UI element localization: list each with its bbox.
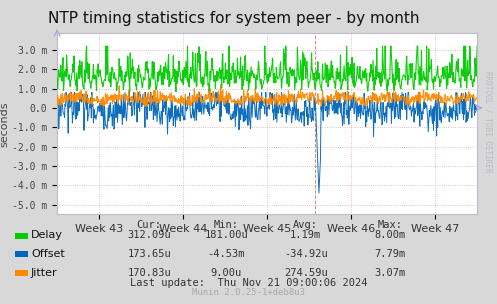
- Text: Delay: Delay: [31, 230, 63, 240]
- Text: 173.65u: 173.65u: [127, 249, 171, 259]
- Text: -34.92u: -34.92u: [284, 249, 328, 259]
- Text: Offset: Offset: [31, 249, 65, 259]
- Text: Jitter: Jitter: [31, 268, 58, 278]
- Text: 170.83u: 170.83u: [127, 268, 171, 278]
- Text: Last update:  Thu Nov 21 09:00:06 2024: Last update: Thu Nov 21 09:00:06 2024: [130, 278, 367, 288]
- Text: Cur:: Cur:: [137, 220, 162, 230]
- Text: 7.79m: 7.79m: [375, 249, 406, 259]
- Text: 3.07m: 3.07m: [375, 268, 406, 278]
- Text: Max:: Max:: [378, 220, 403, 230]
- Text: 312.09u: 312.09u: [127, 230, 171, 240]
- Text: Avg:: Avg:: [293, 220, 318, 230]
- Text: 8.00m: 8.00m: [375, 230, 406, 240]
- Text: 9.00u: 9.00u: [211, 268, 242, 278]
- Text: 274.59u: 274.59u: [284, 268, 328, 278]
- Text: 181.00u: 181.00u: [204, 230, 248, 240]
- Y-axis label: seconds: seconds: [0, 101, 9, 147]
- Text: RRDTOOL / TOBI OETIKER: RRDTOOL / TOBI OETIKER: [484, 71, 493, 172]
- Text: Min:: Min:: [214, 220, 239, 230]
- Text: Munin 2.0.25-1+deb8u3: Munin 2.0.25-1+deb8u3: [192, 288, 305, 297]
- Text: 1.19m: 1.19m: [290, 230, 321, 240]
- Text: NTP timing statistics for system peer - by month: NTP timing statistics for system peer - …: [48, 11, 419, 26]
- Text: -4.53m: -4.53m: [207, 249, 245, 259]
